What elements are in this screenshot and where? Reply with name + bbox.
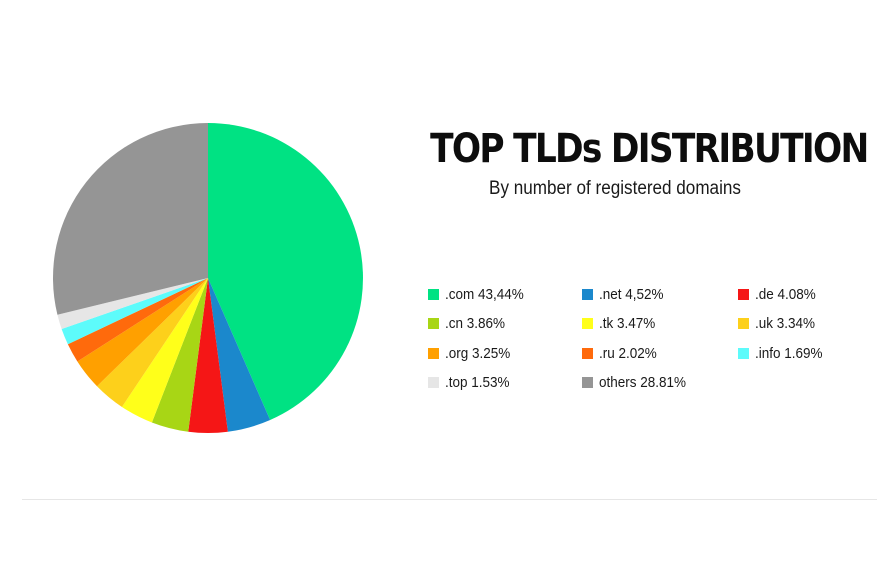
legend-swatch bbox=[428, 317, 439, 329]
legend-label: .cn 3.86% bbox=[445, 314, 506, 332]
pie-slice-top bbox=[57, 278, 208, 330]
legend-label: .uk 3.34% bbox=[755, 314, 816, 332]
legend-swatch bbox=[738, 288, 749, 300]
legend-swatch bbox=[428, 288, 439, 300]
chart-title: TOP TLDs DISTRIBUTION bbox=[430, 126, 869, 172]
legend-swatch bbox=[582, 347, 593, 359]
legend-swatch bbox=[738, 347, 749, 359]
divider bbox=[22, 499, 877, 500]
legend-label: .top 1.53% bbox=[445, 373, 510, 391]
pie-slice-uk bbox=[97, 278, 208, 407]
legend-item-ru: .ru 2.02% bbox=[582, 342, 663, 364]
legend-swatch bbox=[428, 347, 439, 359]
legend-swatch bbox=[582, 317, 593, 329]
pie-slice-cn bbox=[151, 278, 208, 432]
legend-item-tk: .tk 3.47% bbox=[582, 312, 662, 334]
pie-slice-tk bbox=[121, 278, 208, 423]
legend-item-org: .org 3.25% bbox=[428, 342, 518, 364]
legend-label: .org 3.25% bbox=[445, 344, 511, 362]
legend-item-uk: .uk 3.34% bbox=[738, 312, 822, 334]
legend-label: .net 4,52% bbox=[599, 285, 664, 303]
pie-slice-com bbox=[208, 123, 363, 420]
pie-slice-org bbox=[77, 278, 209, 387]
legend-label: others 28.81% bbox=[599, 373, 687, 391]
legend-swatch bbox=[738, 317, 749, 329]
pie-slice-ru bbox=[67, 278, 208, 362]
legend-label: .com 43,44% bbox=[445, 285, 524, 303]
legend-swatch bbox=[428, 376, 439, 388]
legend-label: .ru 2.02% bbox=[599, 344, 657, 362]
legend-item-cn: .cn 3.86% bbox=[428, 312, 512, 334]
legend-item-de: .de 4.08% bbox=[738, 283, 823, 305]
pie-slice-others bbox=[52, 123, 208, 315]
legend-item-info: .info 1.69% bbox=[738, 342, 830, 364]
legend-swatch bbox=[582, 376, 593, 388]
pie-slice-net bbox=[208, 278, 271, 432]
legend-label: .info 1.69% bbox=[755, 344, 823, 362]
legend-item-others: others 28.81% bbox=[582, 371, 696, 393]
legend-item-top: .top 1.53% bbox=[428, 371, 517, 393]
legend-label: .de 4.08% bbox=[755, 285, 816, 303]
legend-swatch bbox=[582, 288, 593, 300]
chart-legend: .com 43,44% .net 4,52% .de 4.08% .cn 3.86%.… bbox=[428, 283, 848, 403]
chart-subtitle: By number of registered domains bbox=[489, 178, 741, 199]
pie-slice-info bbox=[61, 278, 208, 345]
legend-item-net: .net 4,52% bbox=[582, 283, 671, 305]
legend-label: .tk 3.47% bbox=[599, 314, 656, 332]
legend-item-com: .com 43,44% bbox=[428, 283, 533, 305]
pie-slice-de bbox=[188, 278, 228, 433]
